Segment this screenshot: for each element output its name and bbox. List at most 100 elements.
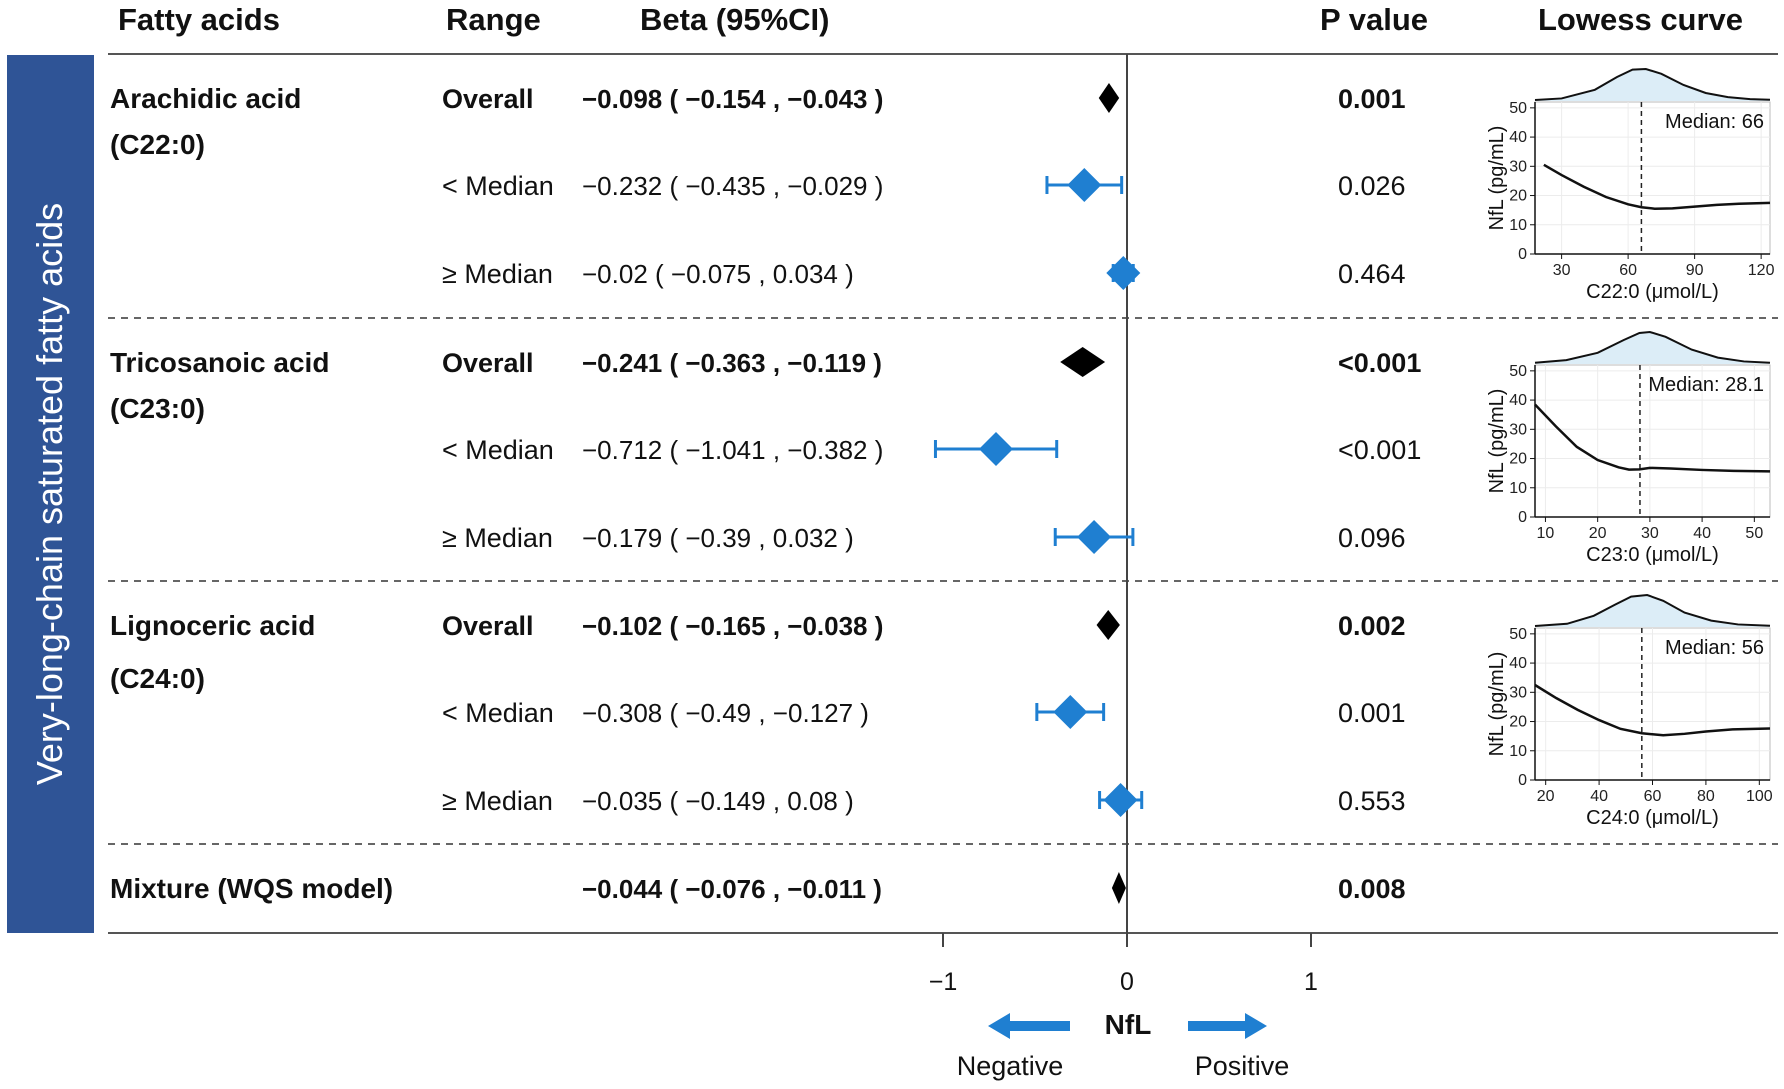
lowess-x-tick-label: 60 — [1644, 788, 1662, 805]
x-tick-label: 1 — [1304, 968, 1318, 996]
lowess-y-tick-label: 30 — [1509, 421, 1527, 438]
header-fatty-acids: Fatty acids — [118, 2, 280, 37]
lowess-y-tick-label: 20 — [1509, 188, 1527, 205]
range-label: ≥ Median — [442, 523, 553, 553]
beta-ci-text: −0.098 ( −0.154 , −0.043 ) — [582, 84, 883, 114]
lowess-y-tick-label: 50 — [1509, 363, 1527, 380]
lowess-y-tick-label: 0 — [1518, 509, 1527, 526]
mixture-p-value: 0.008 — [1338, 874, 1406, 904]
lowess-y-tick-label: 10 — [1509, 743, 1527, 760]
lowess-x-tick-label: 20 — [1589, 525, 1607, 542]
point-estimate-diamond — [1077, 520, 1112, 554]
lowess-x-axis-label: C22:0 (μmol/L) — [1586, 281, 1719, 303]
p-value: 0.026 — [1338, 171, 1406, 201]
density-area — [1535, 69, 1770, 101]
positive-arrow-icon — [1188, 1013, 1267, 1039]
mixture-name: Mixture (WQS model) — [110, 873, 393, 904]
median-label: Median: 66 — [1665, 111, 1764, 133]
p-value: 0.553 — [1338, 786, 1406, 816]
forest-rows: Arachidic acid (C22:0) Overall −0.098 ( −0.… — [110, 83, 1421, 904]
lowess-panel: 0 10 20 30 40 50 20 40 60 80 100 C24:0 (μmol/L) NfL … — [1486, 593, 1773, 829]
side-category-bar — [7, 55, 94, 933]
range-label: Overall — [442, 611, 534, 641]
lowess-x-tick-label: 120 — [1748, 262, 1775, 279]
lowess-y-tick-label: 30 — [1509, 684, 1527, 701]
beta-ci-text: −0.02 ( −0.075 , 0.034 ) — [582, 259, 854, 289]
beta-ci-text: −0.308 ( −0.49 , −0.127 ) — [582, 698, 869, 728]
fatty-acid-code: (C24:0) — [110, 663, 205, 694]
p-value: 0.002 — [1338, 611, 1406, 641]
lowess-y-tick-label: 40 — [1509, 129, 1527, 146]
lowess-curve — [1543, 163, 1771, 210]
header-lowess: Lowess curve — [1538, 2, 1743, 37]
range-label: < Median — [442, 698, 554, 728]
lowess-x-tick-label: 80 — [1697, 788, 1715, 805]
p-value: <0.001 — [1338, 435, 1421, 465]
point-estimate-diamond — [1053, 695, 1088, 729]
negative-label: Negative — [957, 1051, 1064, 1081]
lowess-y-tick-label: 30 — [1509, 158, 1527, 175]
positive-label: Positive — [1195, 1051, 1290, 1081]
lowess-y-axis-label: NfL (pg/mL) — [1486, 652, 1508, 757]
p-value: 0.001 — [1338, 698, 1406, 728]
lowess-y-tick-label: 40 — [1509, 655, 1527, 672]
density-line — [1534, 593, 1771, 628]
lowess-plot-area — [1534, 364, 1771, 518]
lowess-panels: 0 10 20 30 40 50 30 60 90 120 C22:0 (μmol/L) NfL (p… — [1486, 67, 1775, 829]
fatty-acid-name: Lignoceric acid — [110, 610, 315, 641]
lowess-y-tick-label: 40 — [1509, 392, 1527, 409]
lowess-y-tick-label: 50 — [1509, 100, 1527, 117]
lowess-x-tick-label: 50 — [1745, 525, 1763, 542]
lowess-y-tick-label: 0 — [1518, 246, 1527, 263]
lowess-y-axis-label: NfL (pg/mL) — [1486, 389, 1508, 494]
lowess-x-tick-label: 100 — [1746, 788, 1773, 805]
lowess-panel: 0 10 20 30 40 50 10 20 30 40 50 C23:0 (μmol/L) NfL (… — [1486, 330, 1771, 566]
point-estimate-diamond — [1067, 168, 1102, 202]
median-label: Median: 56 — [1665, 637, 1764, 659]
lowess-y-tick-label: 20 — [1509, 451, 1527, 468]
range-label: ≥ Median — [442, 259, 553, 289]
beta-ci-text: −0.179 ( −0.39 , 0.032 ) — [582, 523, 854, 553]
beta-ci-text: −0.102 ( −0.165 , −0.038 ) — [582, 611, 883, 641]
lowess-panel: 0 10 20 30 40 50 30 60 90 120 C22:0 (μmol/L) NfL (p… — [1486, 67, 1775, 303]
range-label: < Median — [442, 435, 554, 465]
density-line — [1534, 67, 1771, 102]
x-tick-label: −1 — [929, 968, 958, 996]
beta-ci-text: −0.712 ( −1.041 , −0.382 ) — [582, 435, 883, 465]
overall-estimate-diamond — [1096, 610, 1120, 640]
lowess-x-tick-label: 40 — [1693, 525, 1711, 542]
lowess-y-tick-label: 10 — [1509, 480, 1527, 497]
x-tick-label: 0 — [1120, 968, 1134, 996]
mixture-beta-ci-text: −0.044 ( −0.076 , −0.011 ) — [582, 874, 882, 904]
p-value: <0.001 — [1338, 348, 1421, 378]
fatty-acid-code: (C22:0) — [110, 129, 205, 160]
side-category-label: Very-long-chain saturated fatty acids — [29, 203, 70, 785]
lowess-x-axis-label: C24:0 (μmol/L) — [1586, 807, 1719, 829]
fatty-acid-name: Arachidic acid — [110, 83, 301, 114]
nfl-axis-label: NfL — [1105, 1009, 1152, 1040]
lowess-curve — [1534, 683, 1771, 737]
overall-estimate-diamond — [1098, 83, 1120, 113]
lowess-x-tick-label: 30 — [1641, 525, 1659, 542]
range-label: ≥ Median — [442, 786, 553, 816]
density-area — [1535, 595, 1770, 627]
p-value: 0.001 — [1338, 84, 1406, 114]
range-label: Overall — [442, 348, 534, 378]
lowess-x-tick-label: 30 — [1553, 262, 1571, 279]
p-value: 0.096 — [1338, 523, 1406, 553]
lowess-x-tick-label: 20 — [1537, 788, 1555, 805]
lowess-y-tick-label: 20 — [1509, 714, 1527, 731]
fatty-acid-name: Tricosanoic acid — [110, 347, 329, 378]
range-label: Overall — [442, 84, 534, 114]
point-estimate-diamond — [1103, 783, 1138, 817]
density-line — [1534, 330, 1771, 364]
point-estimate-diamond — [1106, 256, 1141, 290]
forest-x-axis: −1 0 1 — [929, 933, 1318, 996]
p-value: 0.464 — [1338, 259, 1406, 289]
lowess-y-tick-label: 50 — [1509, 626, 1527, 643]
median-label: Median: 28.1 — [1648, 374, 1764, 396]
lowess-x-tick-label: 40 — [1590, 788, 1608, 805]
negative-arrow-icon — [988, 1013, 1070, 1039]
mixture-estimate-diamond — [1111, 872, 1126, 904]
